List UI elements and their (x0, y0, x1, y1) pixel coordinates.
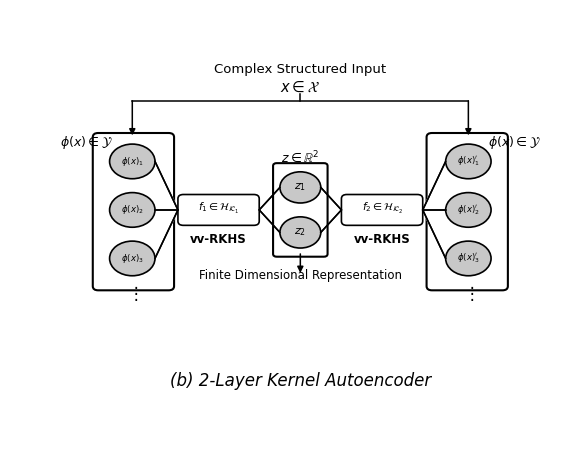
Polygon shape (423, 162, 445, 258)
Text: $z_1$: $z_1$ (294, 181, 306, 194)
Circle shape (445, 241, 491, 276)
Text: $\phi(x)_3$: $\phi(x)_3$ (121, 252, 144, 265)
Text: $\phi(x)_2$: $\phi(x)_2$ (121, 203, 144, 216)
Circle shape (110, 241, 155, 276)
Text: $\phi(x) \in \mathcal{Y}$: $\phi(x) \in \mathcal{Y}$ (60, 134, 113, 151)
Text: Finite Dimensional Representation: Finite Dimensional Representation (199, 269, 402, 282)
Circle shape (110, 144, 155, 179)
Text: $f_2 \in \mathcal{H}_{\mathcal{K}_2}$: $f_2 \in \mathcal{H}_{\mathcal{K}_2}$ (362, 201, 403, 216)
FancyBboxPatch shape (342, 194, 423, 225)
FancyBboxPatch shape (93, 133, 174, 290)
Text: vv-RKHS: vv-RKHS (190, 233, 247, 246)
Text: $\phi(x) \in \mathcal{Y}$: $\phi(x) \in \mathcal{Y}$ (488, 134, 541, 151)
Text: $\phi(x)_1'$: $\phi(x)_1'$ (457, 155, 480, 168)
FancyBboxPatch shape (427, 133, 508, 290)
Text: $\phi(x)_2'$: $\phi(x)_2'$ (457, 203, 480, 217)
Circle shape (445, 193, 491, 227)
Text: $\phi(x)_3'$: $\phi(x)_3'$ (457, 252, 480, 265)
Text: Complex Structured Input: Complex Structured Input (214, 63, 386, 76)
Text: $z \in \mathbb{R}^2$: $z \in \mathbb{R}^2$ (281, 150, 319, 166)
Text: $z_2$: $z_2$ (294, 226, 306, 238)
Text: (b) 2-Layer Kernel Autoencoder: (b) 2-Layer Kernel Autoencoder (170, 373, 431, 391)
Text: $x \in \mathcal{X}$: $x \in \mathcal{X}$ (280, 79, 321, 94)
Circle shape (280, 172, 321, 203)
Circle shape (110, 193, 155, 227)
Text: $f_1 \in \mathcal{H}_{\mathcal{K}_1}$: $f_1 \in \mathcal{H}_{\mathcal{K}_1}$ (198, 201, 239, 216)
FancyBboxPatch shape (178, 194, 259, 225)
FancyBboxPatch shape (273, 163, 328, 256)
Circle shape (280, 217, 321, 248)
Polygon shape (155, 162, 178, 258)
Text: $\vdots$: $\vdots$ (463, 284, 474, 302)
Circle shape (445, 144, 491, 179)
Text: vv-RKHS: vv-RKHS (354, 233, 410, 246)
Text: $\vdots$: $\vdots$ (127, 284, 138, 302)
Text: $\phi(x)_1$: $\phi(x)_1$ (121, 155, 144, 168)
